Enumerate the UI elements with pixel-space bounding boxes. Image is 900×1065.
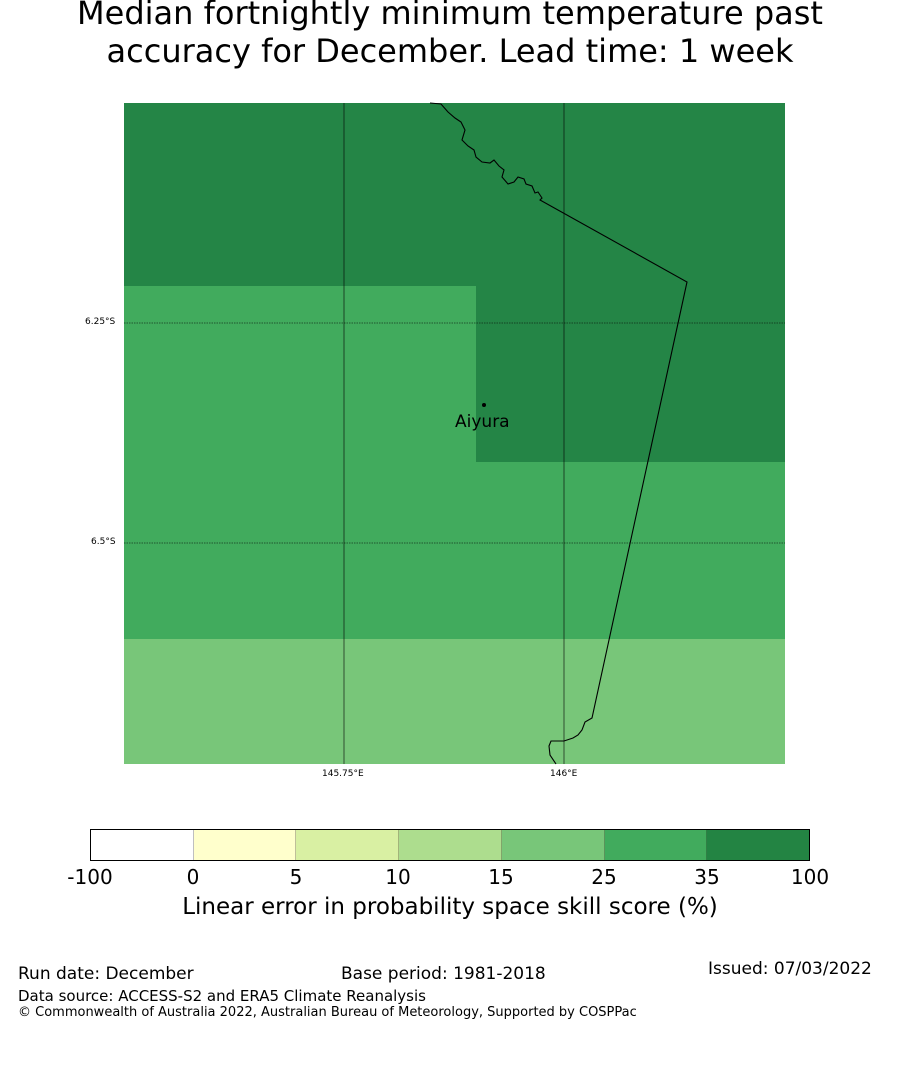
colorbar-tick: 10 [385, 865, 411, 889]
place-label: Aiyura [455, 412, 510, 432]
skill-region-top [124, 103, 785, 286]
colorbar-segment-2 [296, 830, 400, 860]
lon-label-146: 146°E [550, 769, 578, 779]
data-source: Data source: ACCESS-S2 and ERA5 Climate … [18, 987, 426, 1005]
title-line-2: accuracy for December. Lead time: 1 week [106, 32, 794, 70]
place-marker [482, 403, 486, 407]
base-period: Base period: 1981-2018 [341, 964, 546, 984]
copyright: © Commonwealth of Australia 2022, Austra… [18, 1005, 637, 1020]
skill-region-bottom [124, 639, 785, 764]
map-panel [124, 102, 785, 765]
lat-label-6-25: 6.25°S [85, 317, 116, 327]
graticule [124, 103, 785, 764]
colorbar-tick: 25 [591, 865, 617, 889]
colorbar-tick: 35 [694, 865, 720, 889]
colorbar-label: Linear error in probability space skill … [182, 894, 718, 920]
colorbar-tick: 100 [790, 865, 830, 889]
lat-label-6-5: 6.5°S [91, 537, 116, 547]
issued-date: Issued: 07/03/2022 [708, 959, 872, 979]
skill-region-left-mid [124, 286, 476, 462]
colorbar [90, 829, 810, 861]
skill-region-mid-band [124, 462, 785, 639]
colorbar-tick: 15 [488, 865, 514, 889]
colorbar-segment-4 [501, 830, 605, 860]
colorbar-segment-1 [193, 830, 297, 860]
skill-region-right-mid [476, 286, 785, 462]
run-date: Run date: December [18, 964, 194, 984]
colorbar-tick: 5 [289, 865, 303, 889]
colorbar-segment-3 [399, 830, 502, 860]
colorbar-tick: -100 [67, 865, 113, 889]
colorbar-tick: 0 [186, 865, 200, 889]
colorbar-segment-6 [707, 830, 810, 860]
lon-label-145-75: 145.75°E [322, 769, 364, 779]
colorbar-segment-5 [604, 830, 708, 860]
title-line-1: Median fortnightly minimum temperature p… [77, 0, 823, 32]
coastline-boundary [429, 102, 688, 765]
colorbar-segment-0 [91, 830, 194, 860]
map-title: Median fortnightly minimum temperature p… [0, 0, 900, 70]
